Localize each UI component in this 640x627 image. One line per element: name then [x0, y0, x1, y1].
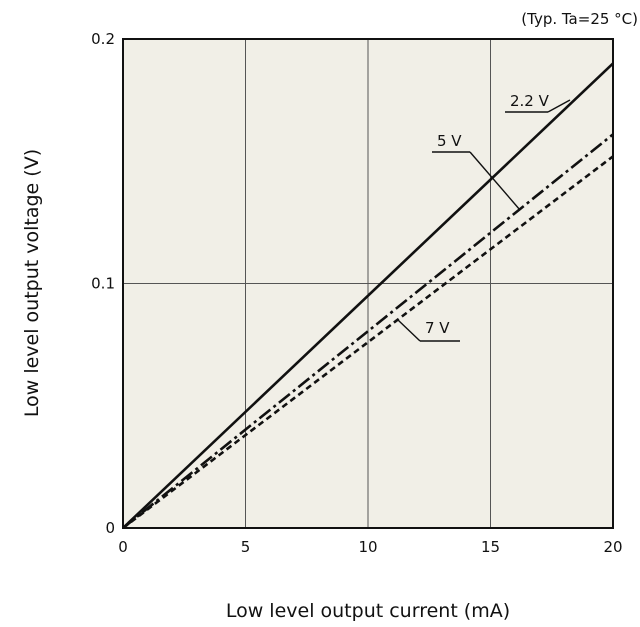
label-leader-line — [397, 319, 421, 342]
label-leader-line — [547, 99, 571, 113]
plot-frame — [122, 38, 614, 529]
series-lines — [122, 62, 614, 530]
chart-note: (Typ. Ta=25 °C) — [521, 10, 638, 28]
y-tick-label: 0.2 — [91, 30, 115, 48]
series-line-5v — [122, 133, 614, 530]
label-leader-line — [469, 151, 521, 211]
series-line-7v — [122, 155, 614, 530]
axis-ticks: 0 5 10 15 20 0 0.1 0.2 — [91, 30, 622, 556]
series-label-5v: 5 V — [437, 132, 462, 150]
series-labels: 2.2 V 5 V 7 V — [397, 92, 571, 342]
x-tick-label: 15 — [481, 538, 500, 556]
grid — [123, 39, 613, 528]
x-tick-label: 20 — [603, 538, 622, 556]
y-tick-label: 0 — [105, 519, 115, 537]
y-axis-title: Low level output voltage (V) — [21, 149, 43, 417]
x-tick-label: 5 — [241, 538, 251, 556]
series-label-7v: 7 V — [425, 319, 450, 337]
series-line-2-2v — [122, 62, 614, 529]
x-tick-label: 10 — [358, 538, 377, 556]
x-tick-label: 0 — [118, 538, 128, 556]
series-label-2-2v: 2.2 V — [510, 92, 550, 110]
y-tick-label: 0.1 — [91, 275, 115, 293]
x-axis-title: Low level output current (mA) — [226, 600, 510, 622]
